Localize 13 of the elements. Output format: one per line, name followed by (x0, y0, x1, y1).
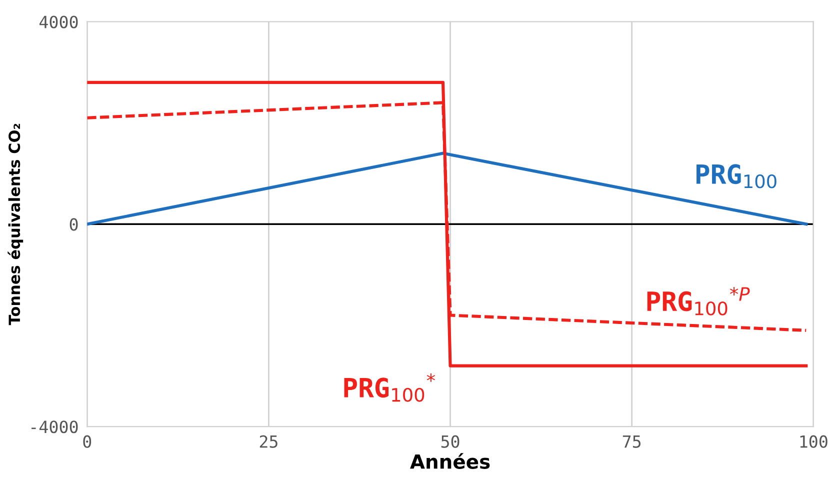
x-tick-label: 50 (441, 435, 460, 448)
series-label: PRG$_{100}$ (696, 164, 776, 188)
y-axis-title: Tonnes équivalents CO₂ (8, 124, 24, 326)
y-tick-label: 0 (70, 218, 78, 231)
x-tick-label: 0 (83, 435, 92, 448)
x-tick-label: 75 (622, 436, 641, 448)
series-label: PRG$_{100}$$^{*}$ (344, 373, 436, 402)
y-tick-label: -4000 (32, 420, 78, 434)
x-axis-title: Années (410, 453, 490, 469)
series-label: PRG$_{100}$$^{*P}$ (647, 287, 750, 316)
x-tick-label: 100 (800, 435, 828, 448)
x-tick-label: 25 (260, 435, 278, 448)
y-tick-label: 4000 (40, 16, 78, 28)
